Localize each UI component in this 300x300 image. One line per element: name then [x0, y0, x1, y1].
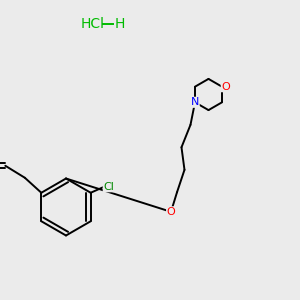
Text: H: H	[115, 17, 125, 31]
Text: N: N	[191, 97, 199, 107]
Text: O: O	[167, 207, 176, 217]
Text: HCl: HCl	[81, 17, 105, 31]
Text: O: O	[221, 82, 230, 92]
Text: Cl: Cl	[103, 182, 114, 192]
